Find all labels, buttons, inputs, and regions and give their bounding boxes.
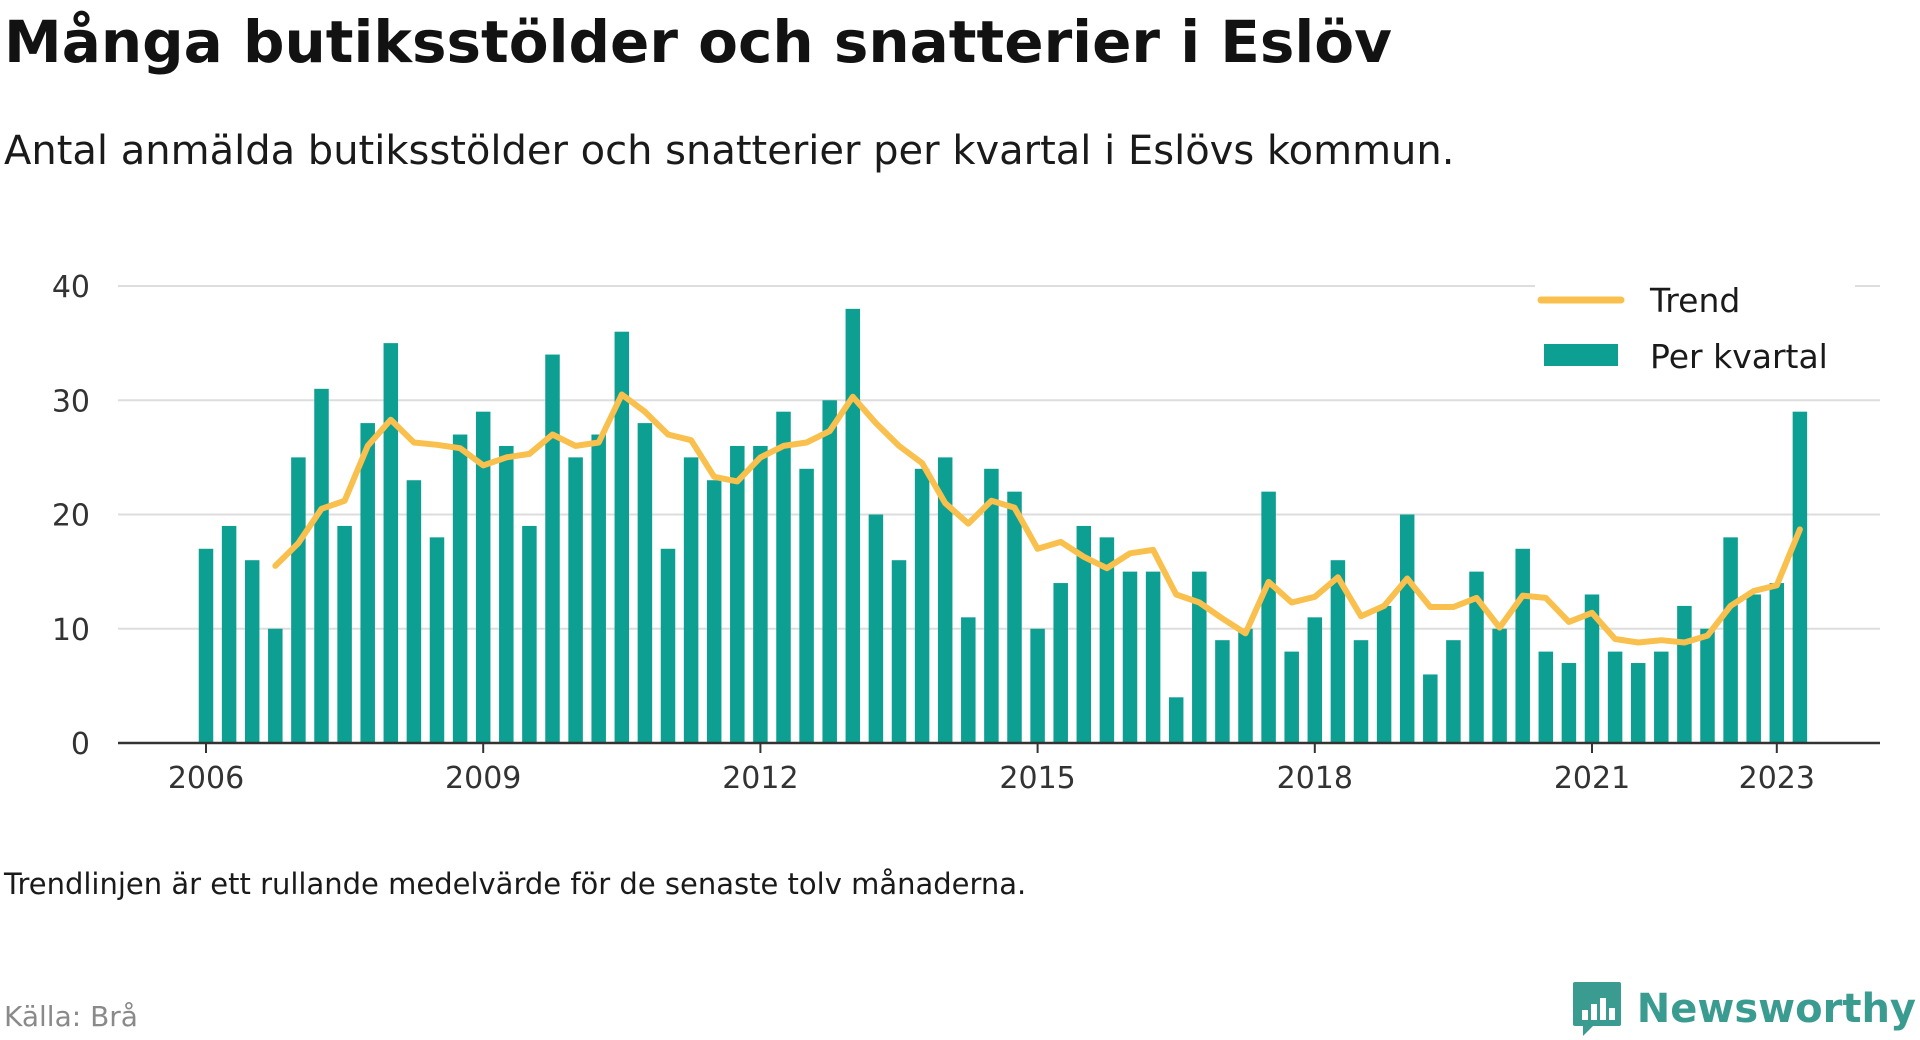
legend-bar-label: Per kvartal xyxy=(1650,337,1828,376)
bar xyxy=(1076,525,1092,743)
bar xyxy=(914,468,930,743)
bar xyxy=(1284,651,1299,743)
bar xyxy=(1654,651,1669,743)
x-tick-label: 2018 xyxy=(1277,761,1353,796)
bar xyxy=(822,400,837,743)
bar xyxy=(1677,605,1692,743)
bar xyxy=(1607,651,1623,743)
chart-footnote: Trendlinjen är ett rullande medelvärde f… xyxy=(4,867,1027,901)
trend-line xyxy=(272,391,1803,646)
y-tick-label: 20 xyxy=(52,499,90,534)
legend-bar-swatch xyxy=(1544,344,1618,366)
bar xyxy=(614,331,630,743)
x-tick-label: 2009 xyxy=(445,761,521,796)
bar xyxy=(1700,628,1715,743)
bar xyxy=(1030,628,1045,743)
bar xyxy=(961,617,976,743)
bar xyxy=(1469,571,1484,743)
chart-subtitle: Antal anmälda butiksstölder och snatteri… xyxy=(4,128,1455,174)
bar xyxy=(1561,663,1577,743)
chart-title: Många butiksstölder och snatterier i Esl… xyxy=(4,8,1392,76)
bar xyxy=(1007,491,1022,743)
bar xyxy=(198,548,214,743)
bar xyxy=(337,525,352,743)
bar xyxy=(1723,537,1738,743)
bar xyxy=(776,411,791,743)
x-tick-label: 2006 xyxy=(168,761,244,796)
bar xyxy=(1399,514,1415,743)
bar xyxy=(1446,640,1461,743)
bar xyxy=(1769,583,1785,743)
bar xyxy=(591,434,606,743)
bar xyxy=(383,343,399,743)
bar xyxy=(660,548,676,743)
bar xyxy=(683,457,699,743)
bar xyxy=(1215,640,1230,743)
bar xyxy=(475,411,491,743)
bar xyxy=(291,457,306,743)
chart-area: 0 10 20 30 40 2006 2009 2012 2015 2018 2021 2023 T… xyxy=(52,270,1880,796)
bar xyxy=(1515,548,1530,743)
bar xyxy=(429,537,445,743)
bar-chart-speech-bubble-icon xyxy=(1572,982,1621,1036)
legend: Trend Per kvartal xyxy=(1535,274,1855,376)
bar xyxy=(868,514,884,743)
y-tick-label: 0 xyxy=(71,727,90,762)
bar xyxy=(1584,594,1600,743)
x-tick-label: 2023 xyxy=(1739,761,1815,796)
x-tick-label: 2015 xyxy=(999,761,1075,796)
bar xyxy=(1353,640,1369,743)
bar xyxy=(1261,491,1276,743)
bar xyxy=(1376,605,1392,743)
source-note: Källa: Brå xyxy=(4,1000,138,1033)
bar xyxy=(268,628,283,743)
bar xyxy=(637,423,653,743)
bar xyxy=(799,468,814,743)
bar xyxy=(1492,628,1507,743)
brand-name: Newsworthy xyxy=(1636,986,1916,1032)
bar xyxy=(706,480,722,743)
y-tick-label: 10 xyxy=(52,613,90,648)
bar xyxy=(1423,674,1438,743)
bar xyxy=(406,480,422,743)
bar xyxy=(1307,617,1323,743)
bar xyxy=(545,354,560,743)
x-tick-label: 2021 xyxy=(1554,761,1630,796)
axes: 2006 2009 2012 2015 2018 2021 2023 xyxy=(118,741,1880,796)
bar xyxy=(360,423,375,743)
bar xyxy=(1053,583,1068,743)
bar xyxy=(1792,411,1808,743)
bar xyxy=(753,445,768,743)
bar xyxy=(1168,697,1184,743)
bar xyxy=(1746,594,1761,743)
bar xyxy=(221,525,237,743)
bar xyxy=(314,388,329,743)
bar xyxy=(499,445,514,743)
bar xyxy=(937,457,953,743)
bar xyxy=(730,445,745,743)
y-tick-label: 40 xyxy=(52,270,90,305)
bar xyxy=(984,468,999,743)
bar xyxy=(1538,651,1554,743)
gridlines: 0 10 20 30 40 xyxy=(52,270,1880,762)
bar xyxy=(891,560,907,743)
bar xyxy=(1330,560,1346,743)
bar-series xyxy=(198,308,1808,743)
bar xyxy=(1122,571,1138,743)
bar xyxy=(845,308,861,743)
bar xyxy=(1099,537,1115,743)
bar xyxy=(1238,628,1253,743)
bar xyxy=(1192,571,1207,743)
trend-series xyxy=(272,391,1803,646)
bar xyxy=(1145,571,1161,743)
y-tick-label: 30 xyxy=(52,384,90,419)
legend-trend-label: Trend xyxy=(1649,281,1740,320)
bar xyxy=(1630,663,1646,743)
x-tick-label: 2012 xyxy=(722,761,798,796)
bar xyxy=(522,525,537,743)
bar xyxy=(568,457,583,743)
brand-logo[interactable]: Newsworthy xyxy=(1571,980,1916,1038)
bar xyxy=(452,434,468,743)
bar xyxy=(244,560,260,743)
